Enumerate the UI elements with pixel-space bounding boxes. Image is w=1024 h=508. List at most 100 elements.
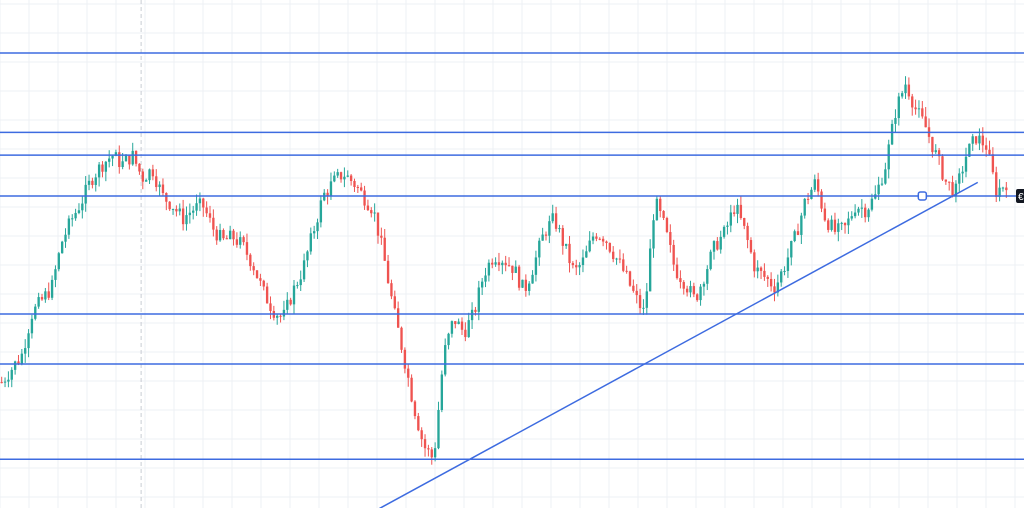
candle-up [467, 320, 470, 338]
candle-down [168, 201, 171, 210]
candle-up [538, 240, 541, 258]
candle-down [366, 205, 370, 211]
candle-down [524, 279, 528, 291]
candle-up [30, 318, 34, 334]
candle-up [171, 208, 175, 210]
candle-up [900, 93, 904, 97]
candle-down [235, 239, 239, 245]
candle-down [151, 169, 155, 177]
candle-up [440, 374, 444, 410]
candle-up [541, 234, 544, 241]
candle-up [978, 135, 981, 144]
candle-down [827, 220, 830, 230]
candle-up [484, 275, 487, 282]
candle-down [951, 182, 954, 196]
candle-up [830, 219, 833, 230]
candle-down [669, 232, 672, 245]
candle-up [783, 270, 786, 272]
candle-up [104, 161, 108, 172]
candle-up [343, 176, 346, 180]
candle-down [504, 262, 507, 266]
candle-up [884, 169, 887, 184]
candle-down [575, 265, 578, 268]
candle-up [894, 118, 897, 124]
candle-up [185, 215, 188, 225]
candle-up [195, 203, 198, 211]
candle-down [279, 315, 282, 317]
candle-up [968, 143, 971, 157]
candle-down [605, 241, 608, 244]
candle-down [984, 145, 988, 150]
candle-down [454, 321, 457, 325]
candle-down [262, 280, 265, 287]
candle-up [689, 286, 692, 293]
candle-down [265, 286, 269, 304]
candle-down [682, 282, 685, 289]
price-label-text: € [1018, 192, 1024, 203]
candle-down [948, 181, 951, 183]
candle-up [548, 221, 551, 236]
candle-up [302, 260, 306, 280]
candle-up [94, 177, 97, 185]
candle-down [833, 219, 837, 232]
candle-up [470, 309, 474, 321]
candle-up [877, 184, 880, 195]
candle-down [766, 276, 769, 279]
candle-up [158, 184, 161, 188]
candle-down [612, 251, 615, 260]
candle-up [528, 283, 531, 291]
candle-down [561, 228, 564, 246]
candle-down [732, 212, 736, 214]
candle-down [326, 192, 329, 196]
candle-up [588, 240, 591, 252]
candle-down [595, 236, 598, 239]
trendline [378, 181, 979, 508]
candle-up [880, 183, 884, 185]
candle-up [514, 266, 517, 273]
candle-down [242, 237, 245, 243]
candle-up [282, 309, 286, 317]
candle-down [47, 291, 50, 298]
candle-down [376, 212, 380, 236]
candle-up [480, 281, 484, 288]
candle-down [632, 285, 635, 291]
candle-down [820, 191, 823, 209]
candle-down [141, 171, 144, 182]
candle-up [64, 234, 67, 242]
candle-down [423, 439, 427, 449]
candle-down [0, 382, 3, 384]
candle-up [3, 381, 7, 383]
candle-down [380, 235, 383, 238]
candle-up [57, 253, 60, 270]
candle-up [188, 212, 192, 216]
candle-up [964, 156, 968, 172]
candle-down [601, 238, 605, 242]
candle-down [746, 225, 749, 241]
candle-up [736, 204, 739, 214]
candle-up [306, 251, 309, 261]
candle-down [568, 243, 571, 264]
candle-up [228, 230, 232, 240]
candle-down [739, 204, 743, 219]
candle-up [10, 369, 13, 380]
candle-down [249, 254, 252, 267]
candle-up [433, 448, 437, 458]
candle-up [958, 173, 961, 184]
candle-up [333, 175, 336, 182]
candle-down [507, 265, 511, 267]
candle-up [780, 271, 783, 283]
candle-up [786, 257, 790, 271]
candle-down [696, 294, 699, 301]
candle-up [501, 262, 504, 266]
candle-down [823, 208, 827, 221]
candle-up [709, 251, 712, 270]
candle-down [17, 361, 20, 364]
candle-up [97, 164, 101, 178]
candle-down [544, 234, 548, 236]
candle-up [124, 155, 128, 162]
candle-up [77, 210, 81, 213]
candle-up [309, 233, 312, 252]
candle-down [390, 283, 393, 297]
